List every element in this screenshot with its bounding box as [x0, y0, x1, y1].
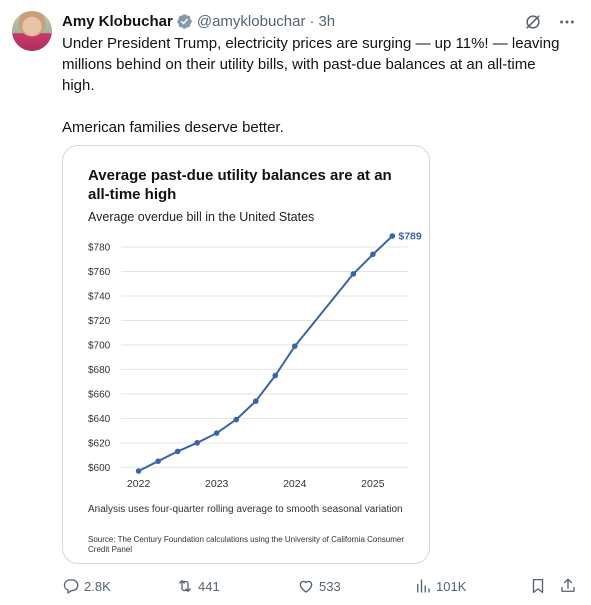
data-point: [291, 343, 298, 349]
y-tick-label: $760: [88, 267, 111, 278]
views-icon: [417, 579, 430, 593]
y-tick-label: $600: [88, 463, 111, 474]
data-point: [174, 448, 181, 455]
y-tick-label: $780: [88, 243, 111, 254]
repost-count: 441: [198, 578, 220, 594]
line-chart: $600 $620 $640 $660 $680 $700 $720 $740 $760 $780…: [88, 231, 422, 491]
share-icon: [561, 578, 575, 592]
data-point: [252, 398, 259, 405]
reply-button[interactable]: 2.8K: [62, 576, 111, 596]
repost-button[interactable]: 441: [176, 576, 220, 596]
data-point: [272, 372, 279, 379]
more-icon[interactable]: [557, 12, 577, 32]
data-point: [155, 458, 161, 465]
y-tick-label: $680: [88, 365, 111, 376]
tweet-header: Amy Klobuchar @amyklobuchar · 3h: [62, 11, 335, 31]
tweet-paragraph: Under President Trump, electricity price…: [62, 35, 560, 94]
views-button[interactable]: 101K: [414, 576, 466, 596]
x-tick-label: 2024: [283, 478, 307, 490]
data-point: [389, 233, 396, 239]
chart-subtitle: Average overdue bill in the United State…: [88, 210, 315, 224]
verified-badge-icon[interactable]: [176, 13, 193, 30]
like-button[interactable]: 533: [297, 576, 341, 596]
tweet-text: Under President Trump, electricity price…: [62, 33, 572, 138]
chart-note: Analysis uses four-quarter rolling avera…: [88, 504, 403, 515]
y-tick-label: $740: [88, 291, 111, 302]
action-bar: 2.8K 441 533 101K: [62, 576, 578, 596]
like-count: 533: [319, 578, 341, 594]
data-point: [370, 251, 376, 258]
series-line: [137, 235, 394, 472]
chart-title: Average past-due utility balances are at…: [88, 167, 392, 203]
end-value-label: $789: [398, 231, 422, 243]
chart-source: Source: The Century Foundation calculati…: [88, 535, 405, 554]
header-separator: ·: [309, 12, 315, 30]
data-point: [233, 416, 240, 423]
heart-icon: [299, 580, 313, 593]
reply-count: 2.8K: [84, 578, 111, 594]
share-button[interactable]: [559, 576, 577, 596]
chart-image[interactable]: $600 $620 $640 $660 $680 $700 $720 $740 $760 $780…: [62, 145, 430, 564]
x-tick-label: 2023: [205, 478, 229, 490]
y-tick-label: $660: [88, 389, 111, 400]
data-point: [135, 468, 142, 474]
avatar[interactable]: [12, 11, 52, 51]
y-tick-label: $720: [88, 316, 111, 327]
grok-icon[interactable]: [523, 12, 543, 32]
data-point: [350, 271, 357, 277]
x-tick-label: 2022: [127, 478, 151, 490]
top-actions: [523, 12, 577, 32]
reply-icon: [63, 579, 79, 594]
repost-icon: [179, 580, 191, 592]
author-handle[interactable]: @amyklobuchar: [196, 12, 306, 30]
y-tick-label: $700: [88, 340, 111, 351]
tweet-paragraph: American families deserve better.: [62, 119, 284, 136]
tweet-time[interactable]: 3h: [318, 12, 336, 30]
bookmark-button[interactable]: [529, 576, 547, 596]
y-tick-label: $620: [88, 438, 111, 449]
x-tick-label: 2025: [361, 478, 385, 490]
y-tick-label: $640: [88, 414, 111, 425]
author-name[interactable]: Amy Klobuchar: [62, 12, 173, 30]
data-point: [194, 440, 200, 446]
views-count: 101K: [436, 578, 467, 594]
data-point: [213, 430, 220, 436]
bookmark-icon: [532, 578, 544, 594]
